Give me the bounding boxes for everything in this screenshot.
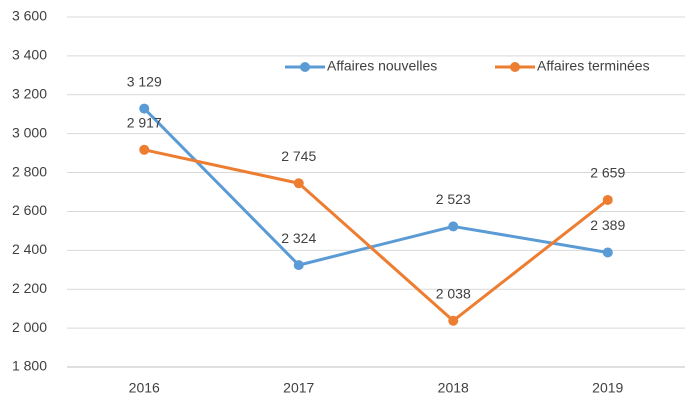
y-tick-label: 2 000: [12, 319, 47, 335]
y-tick-label: 2 800: [12, 163, 47, 179]
data-label: 2 659: [590, 165, 625, 181]
y-tick-label: 3 000: [12, 124, 47, 140]
point: [139, 144, 150, 155]
point: [448, 221, 459, 232]
legend-marker: [300, 62, 310, 72]
point: [602, 194, 613, 205]
point: [293, 178, 304, 189]
series-line: [143, 107, 608, 267]
x-tick-label: 2016: [129, 380, 160, 396]
data-label: 2 324: [281, 230, 316, 246]
data-label: 2 389: [590, 217, 625, 233]
legend-label: Affaires terminées: [537, 58, 650, 74]
x-tick-label: 2019: [592, 380, 623, 396]
x-tick-label: 2017: [283, 380, 314, 396]
y-tick-label: 3 200: [12, 85, 47, 101]
point: [602, 247, 613, 258]
data-label: 2 745: [281, 148, 316, 164]
y-tick-label: 3 400: [12, 47, 47, 63]
y-tick-label: 2 200: [12, 280, 47, 296]
data-label: 3 129: [127, 73, 162, 89]
point: [448, 315, 459, 326]
y-tick-label: 2 600: [12, 202, 47, 218]
legend-marker: [510, 62, 520, 72]
series-line: [143, 148, 609, 323]
y-tick-label: 1 800: [12, 358, 47, 374]
point: [139, 103, 150, 114]
data-label: 2 523: [436, 191, 471, 207]
x-tick-label: 2018: [438, 380, 469, 396]
y-tick-label: 2 400: [12, 241, 47, 257]
data-label: 2 917: [127, 115, 162, 131]
point: [293, 260, 304, 271]
data-label: 2 038: [436, 285, 471, 301]
legend-label: Affaires nouvelles: [327, 58, 437, 74]
y-tick-label: 3 600: [12, 8, 47, 24]
